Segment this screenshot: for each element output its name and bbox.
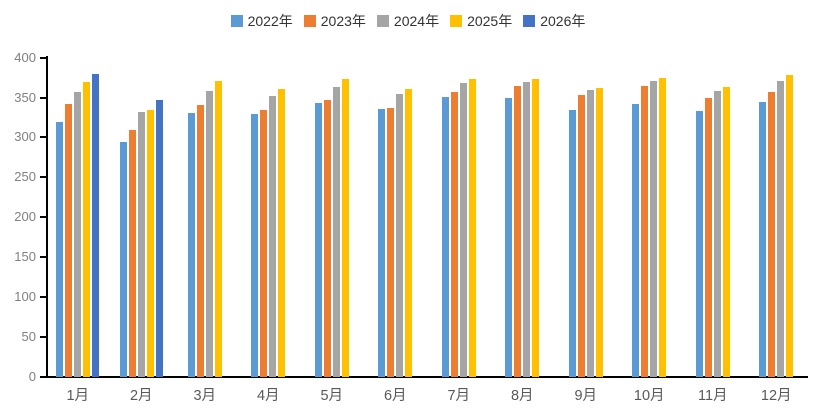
bar-2023年-2月 xyxy=(128,130,136,377)
bar-2025年-3月 xyxy=(214,80,222,377)
x-axis-label-12月: 12月 xyxy=(760,388,792,404)
legend-swatch-icon xyxy=(303,15,316,27)
bar-2022年-1月 xyxy=(56,121,64,377)
y-axis-tick-label: 400 xyxy=(14,49,36,65)
legend-swatch-icon xyxy=(230,15,243,27)
x-axis-label-5月: 5月 xyxy=(320,388,344,404)
y-axis-tick-mark xyxy=(40,336,46,339)
bar-2023年-12月 xyxy=(768,91,776,377)
y-axis-tick-label: 0 xyxy=(28,369,36,384)
legend-item-2024年: 2024年 xyxy=(376,13,440,29)
bar-2025年-7月 xyxy=(468,79,476,377)
bar-2025年-6月 xyxy=(405,88,413,377)
bar-2023年-9月 xyxy=(577,95,585,377)
bar-2023年-5月 xyxy=(323,99,331,377)
bar-2025年-5月 xyxy=(341,79,349,377)
legend-swatch-icon xyxy=(450,15,463,27)
bar-2022年-10月 xyxy=(632,103,640,377)
y-axis-tick-mark xyxy=(40,96,46,99)
legend-item-2023年: 2023年 xyxy=(303,13,366,29)
legend-label: 2024年 xyxy=(393,13,440,29)
bar-2024年-10月 xyxy=(650,80,658,377)
bar-2022年-6月 xyxy=(378,108,386,377)
legend-label: 2025年 xyxy=(467,13,513,29)
legend-label: 2026年 xyxy=(540,13,586,29)
bar-2025年-1月 xyxy=(83,82,91,377)
y-axis-tick-mark xyxy=(40,176,46,179)
x-axis-label-4月: 4月 xyxy=(256,388,280,404)
bar-2022年-8月 xyxy=(505,97,513,377)
bar-2024年-3月 xyxy=(205,91,213,377)
legend-item-2026年: 2026年 xyxy=(523,14,585,28)
y-axis-tick-mark xyxy=(40,56,46,59)
bar-2023年-4月 xyxy=(260,109,268,377)
bar-2024年-7月 xyxy=(459,83,467,377)
bar-2025年-11月 xyxy=(722,87,730,377)
x-axis-label-3月: 3月 xyxy=(193,388,217,404)
bar-2025年-2月 xyxy=(146,110,154,377)
y-axis-tick-label: 300 xyxy=(14,129,36,145)
legend-item-2022年: 2022年 xyxy=(230,13,293,29)
x-axis-line xyxy=(46,376,808,378)
bar-2023年-1月 xyxy=(65,103,73,377)
y-axis-tick-label: 50 xyxy=(21,329,36,345)
y-axis-tick-mark xyxy=(40,376,46,378)
bar-2026年-2月 xyxy=(155,99,163,377)
y-axis-tick-label: 350 xyxy=(14,89,36,105)
bar-2022年-9月 xyxy=(568,109,576,377)
x-axis-label-11月: 11月 xyxy=(697,388,728,404)
bar-2025年-12月 xyxy=(786,75,794,377)
y-axis-tick-mark xyxy=(40,296,46,299)
legend-label: 2023年 xyxy=(320,13,366,29)
legend-swatch-icon xyxy=(523,15,536,27)
bar-2022年-2月 xyxy=(119,142,127,377)
bar-2025年-8月 xyxy=(532,79,540,377)
bar-2023年-3月 xyxy=(196,104,204,377)
x-axis-label-9月: 9月 xyxy=(574,388,598,404)
x-axis-label-7月: 7月 xyxy=(447,388,471,404)
y-axis-line xyxy=(46,56,48,378)
bar-2023年-6月 xyxy=(387,107,395,377)
y-axis-tick-label: 100 xyxy=(14,289,36,305)
bar-2023年-7月 xyxy=(450,91,458,377)
bar-2023年-8月 xyxy=(514,86,522,377)
bar-2023年-10月 xyxy=(641,85,649,377)
bar-2024年-5月 xyxy=(332,87,340,377)
bar-2024年-9月 xyxy=(586,90,594,377)
bar-2024年-8月 xyxy=(523,82,531,377)
bar-2026年-1月 xyxy=(92,73,100,377)
chart-legend: 2022年 2023年 2024年 2025年 2026年 xyxy=(0,11,816,31)
y-axis-tick-label: 150 xyxy=(14,249,36,265)
legend-label: 2022年 xyxy=(247,13,293,29)
bar-2024年-6月 xyxy=(396,93,404,377)
bar-2022年-5月 xyxy=(314,103,322,377)
x-axis-label-1月: 1月 xyxy=(66,388,90,404)
bar-2024年-11月 xyxy=(713,91,721,377)
bar-2024年-2月 xyxy=(137,111,145,377)
x-axis-label-10月: 10月 xyxy=(633,388,665,404)
y-axis-tick-mark xyxy=(40,136,46,139)
bar-2022年-3月 xyxy=(187,112,195,377)
bar-2024年-12月 xyxy=(777,80,785,377)
bar-2022年-4月 xyxy=(251,113,259,377)
bar-2022年-12月 xyxy=(759,102,767,377)
legend-item-2025年: 2025年 xyxy=(450,14,512,28)
bar-2025年-4月 xyxy=(278,88,286,377)
x-axis-label-2月: 2月 xyxy=(129,388,153,404)
y-axis-tick-label: 200 xyxy=(14,209,36,225)
x-axis-label-6月: 6月 xyxy=(383,388,407,404)
bar-2022年-7月 xyxy=(441,96,449,377)
legend-swatch-icon xyxy=(376,15,389,27)
bar-2022年-11月 xyxy=(695,111,703,377)
bar-2025年-9月 xyxy=(595,87,603,377)
y-axis-tick-mark xyxy=(40,216,46,219)
bar-2024年-1月 xyxy=(74,91,82,377)
bar-2024年-4月 xyxy=(269,95,277,377)
x-axis-label-8月: 8月 xyxy=(510,388,534,404)
y-axis-tick-label: 250 xyxy=(14,169,36,185)
bar-2025年-10月 xyxy=(659,78,667,377)
bar-2023年-11月 xyxy=(704,97,712,377)
y-axis-tick-mark xyxy=(40,256,46,259)
